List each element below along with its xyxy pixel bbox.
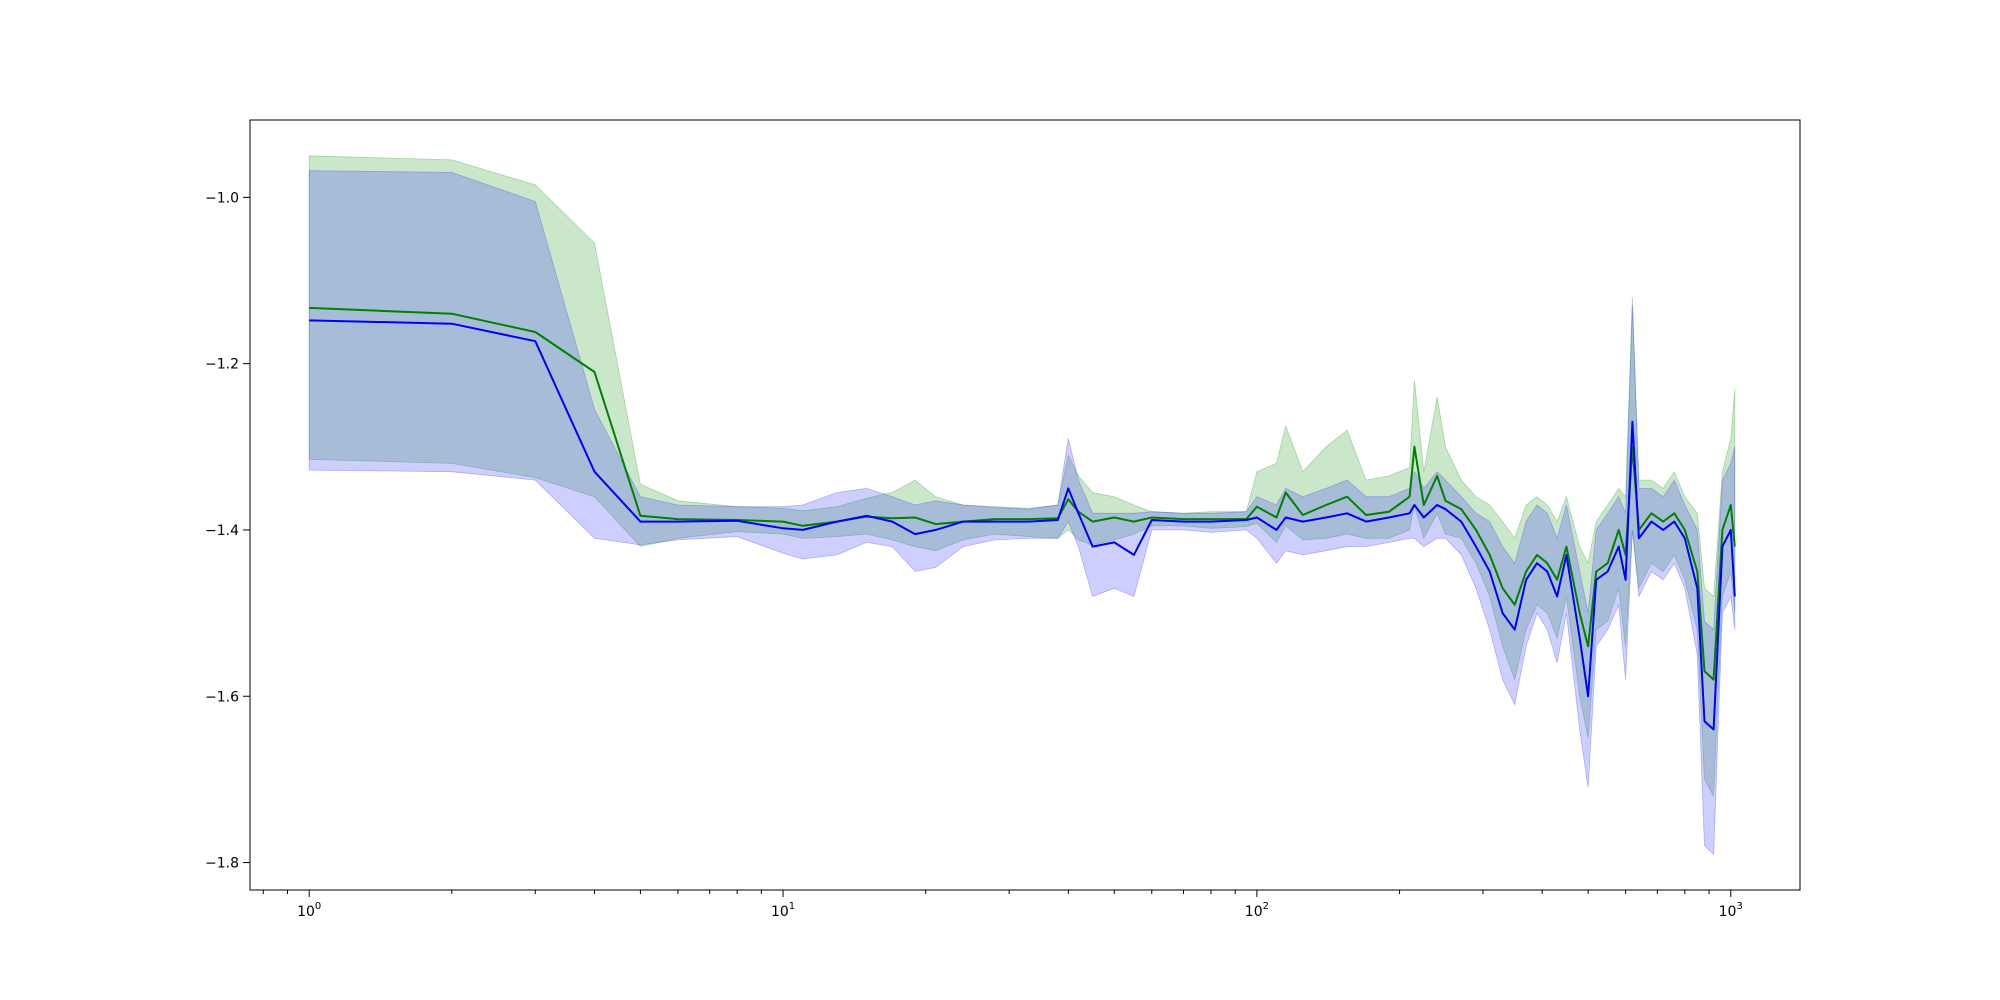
series-1-band — [308, 170, 1736, 856]
y-tick-label: −1.0 — [205, 190, 239, 206]
x-tick-label: 100 — [297, 901, 321, 920]
y-tick-label: −1.6 — [205, 689, 239, 705]
plot-frame — [249, 119, 1801, 891]
x-tick-exponent: 0 — [315, 901, 321, 912]
x-tick-exponent: 1 — [789, 901, 795, 912]
confidence-bands — [308, 155, 1736, 856]
series-0-band — [308, 155, 1736, 798]
series-1-line — [309, 319, 1736, 731]
x-tick-base: 10 — [1245, 904, 1263, 920]
x-tick-label: 101 — [771, 901, 795, 920]
x-tick-base: 10 — [297, 904, 315, 920]
x-tick-label: 103 — [1719, 901, 1743, 920]
x-tick-label: 102 — [1245, 901, 1269, 920]
y-tick-label: −1.8 — [205, 856, 239, 872]
y-axis: −1.0 −1.2 −1.4 −1.6 −1.8 — [205, 190, 250, 872]
y-tick-label: −1.4 — [205, 523, 239, 539]
y-tick-label: −1.2 — [205, 357, 239, 373]
x-axis: 100 101 102 103 — [262, 890, 1743, 920]
series-lines — [309, 306, 1736, 731]
x-tick-base: 10 — [771, 904, 789, 920]
x-tick-exponent: 2 — [1263, 901, 1269, 912]
x-tick-base: 10 — [1719, 904, 1737, 920]
x-tick-exponent: 3 — [1736, 901, 1742, 912]
